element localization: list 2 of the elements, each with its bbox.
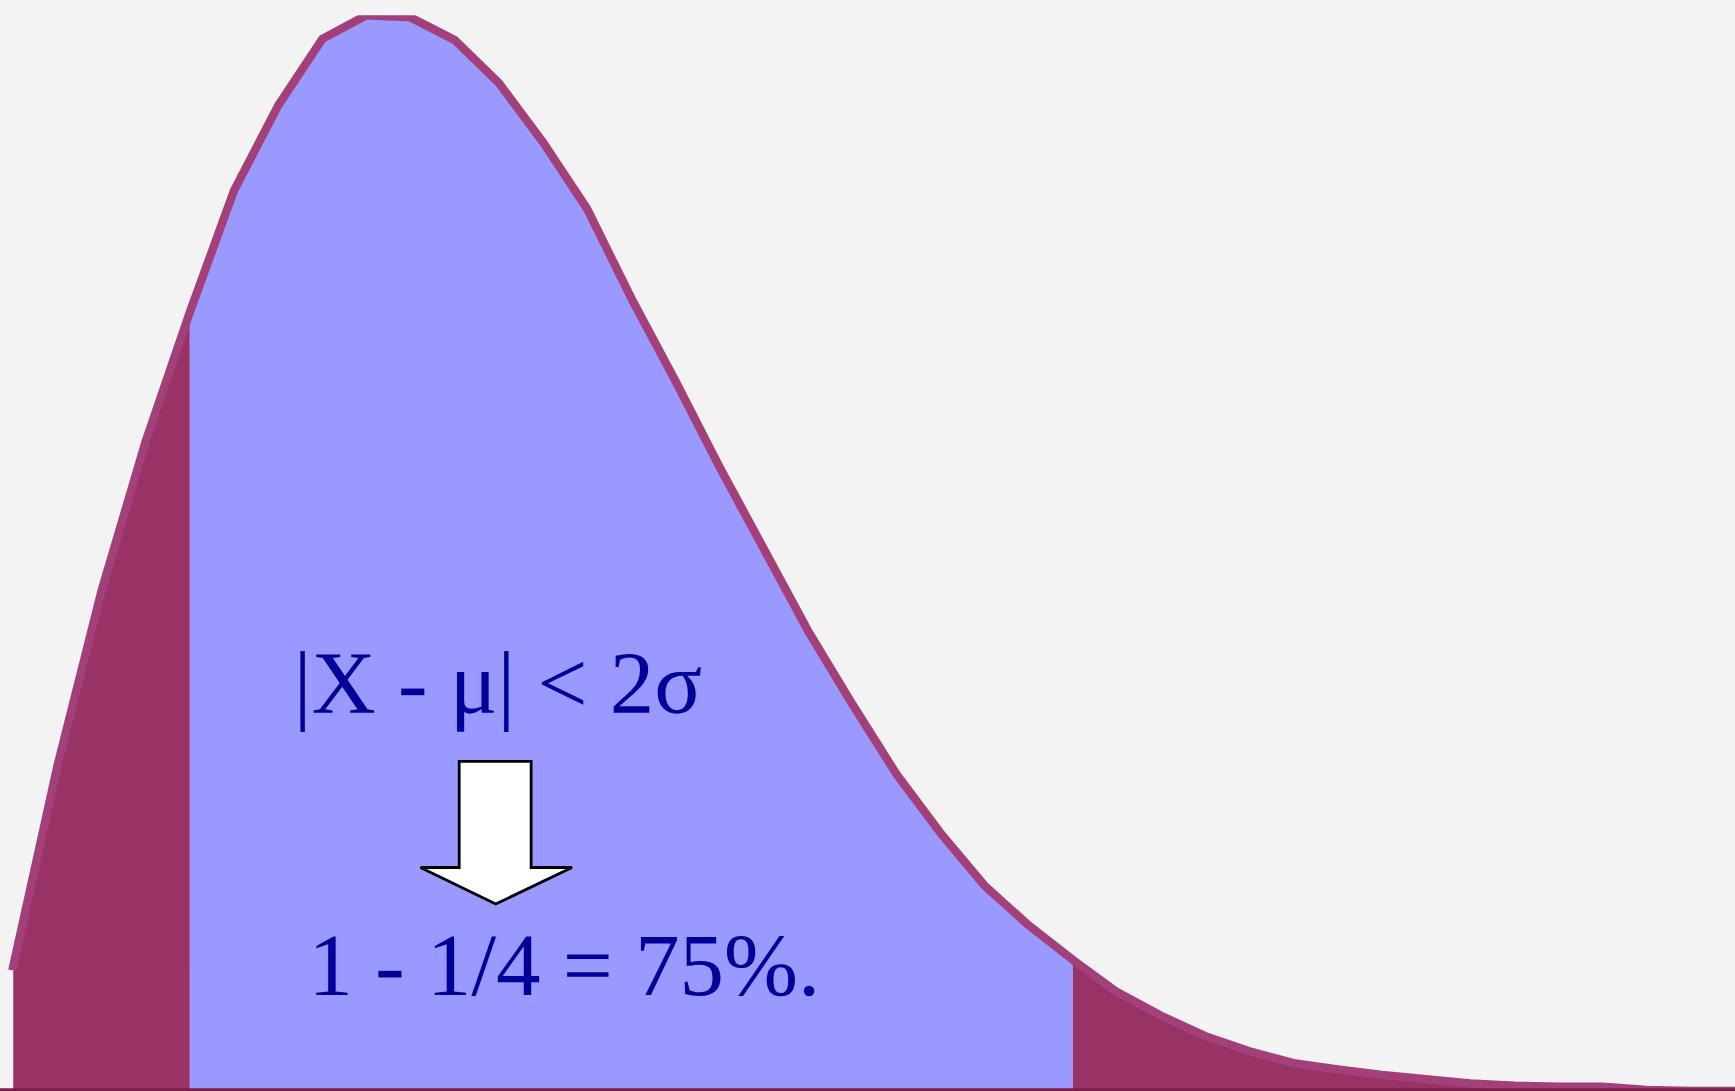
annotation: |X - μ| < 2σ	[300, 651, 701, 732]
annotation: 1 - 1/4 = 75%.	[316, 935, 815, 997]
